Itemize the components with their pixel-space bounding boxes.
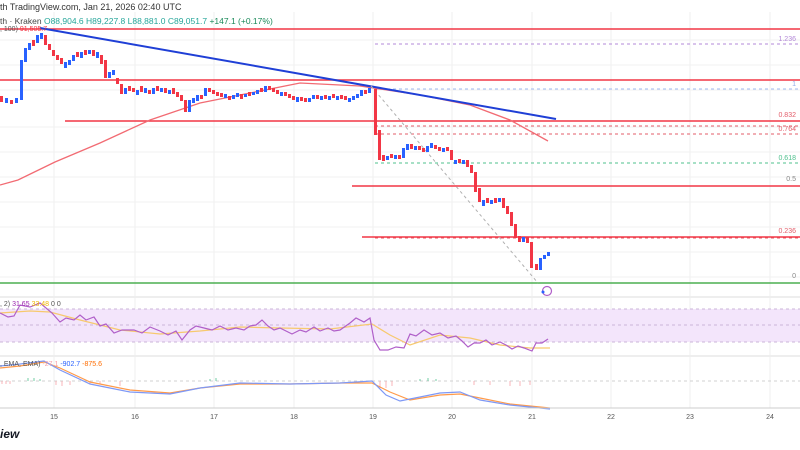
high-value: H89,227.8: [86, 16, 126, 26]
fib-label-0236: 0.236: [778, 228, 796, 235]
low-value: L88,881.0: [127, 16, 166, 26]
macd-line: [0, 360, 551, 410]
change-value: +147.1 (+0.17%): [209, 16, 273, 26]
fibonacci-levels[interactable]: [375, 43, 800, 239]
ohlc-legend: th · Kraken O88,904.6 H89,227.8 L88,881.…: [0, 16, 273, 26]
bearish-trendline[interactable]: [39, 27, 557, 120]
fib-label-1236: 1.236: [778, 36, 796, 43]
event-marker-dot: [541, 290, 545, 294]
x-tick: 16: [131, 414, 139, 421]
fib-label-1: 1: [792, 81, 796, 88]
x-tick: 19: [369, 414, 377, 421]
macd-histogram: [1, 381, 531, 388]
close-value: C89,051.7: [167, 16, 208, 26]
symbol-label: th · Kraken: [0, 16, 42, 26]
fib-label-0764: 0.764: [778, 126, 796, 133]
fib-anchor-line: [370, 85, 539, 284]
x-tick: 21: [528, 414, 536, 421]
x-tick: 18: [290, 414, 298, 421]
x-tick: 15: [50, 414, 58, 421]
macd-value: -902.7: [60, 361, 81, 368]
fib-label-0832: 0.832: [778, 112, 796, 119]
x-tick: 22: [607, 414, 615, 421]
rsi-legend: , 2) 31.65 33.48 0 0: [0, 301, 61, 308]
fib-label-05: 0.5: [786, 176, 796, 183]
open-value: O88,904.6: [43, 16, 84, 26]
rsi-ma-value: 33.48: [31, 301, 50, 308]
sma-legend: , 100) 91,505.7: [0, 26, 48, 33]
macd-signal-value: -875.6: [82, 361, 102, 368]
vertical-gridlines: [53, 12, 771, 408]
chart-title: th TradingView.com, Jan 21, 2026 02:40 U…: [0, 2, 182, 12]
candles[interactable]: [0, 33, 550, 270]
x-tick: 17: [210, 414, 218, 421]
tradingview-logo: iew: [0, 427, 20, 441]
resistance-lines[interactable]: [0, 28, 800, 238]
x-tick: 23: [686, 414, 694, 421]
macd-signal-line: [0, 361, 551, 409]
rsi-line: [0, 302, 549, 352]
fib-label-0: 0: [792, 273, 796, 280]
sma-value: 91,505.7: [19, 26, 48, 33]
horizontal-gridlines: [0, 39, 800, 278]
x-tick: 20: [448, 414, 456, 421]
x-tick: 24: [766, 414, 774, 421]
fib-label-0618: 0.618: [778, 155, 796, 162]
macd-hist-value: -27.1: [42, 361, 59, 368]
rsi-value: 31.65: [12, 301, 30, 308]
macd-legend: , EMA, EMA) -27.1 -902.7 -875.6: [0, 361, 102, 368]
